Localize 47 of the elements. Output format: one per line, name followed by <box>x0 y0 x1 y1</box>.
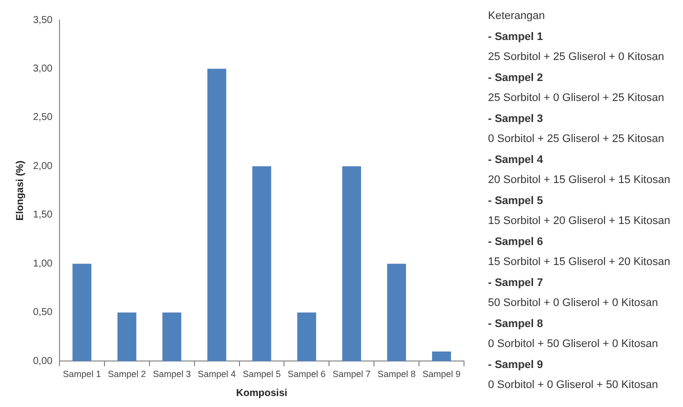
text: - Sampel 3 <box>488 112 544 126</box>
bar <box>72 264 92 362</box>
x-tick-label: Sampel 4 <box>198 369 236 380</box>
y-tick-label: 1,50 <box>32 210 53 221</box>
text: - Sampel 7 <box>488 276 544 290</box>
x-tick-label: Sampel 9 <box>422 369 461 380</box>
text: 25 Sorbitol + 0 Gliserol + 25 Kitosan <box>488 91 666 106</box>
x-tick-label: Sampel 6 <box>288 369 326 380</box>
bar <box>207 68 226 362</box>
y-tick-label: 1,00 <box>32 258 53 270</box>
bar <box>297 312 316 362</box>
text: 15 Sorbitol + 15 Gliserol + 20 Kitosan <box>488 255 670 270</box>
y-tick-label: 0,50 <box>32 307 53 318</box>
y-tick-label: 3,50 <box>32 14 53 26</box>
text: 0 Sorbitol + 0 Gliserol + 50 Kitosan <box>488 378 659 393</box>
x-tick-label: Sampel 5 <box>242 369 281 380</box>
text: 20 Sorbitol + 15 Gliserol + 15 Kitosan <box>488 173 670 188</box>
bar <box>342 166 362 362</box>
x-axis-title: Komposisi <box>236 388 288 399</box>
y-axis-title: Elongasi (%) <box>14 160 26 221</box>
text: - Sampel 5 <box>488 194 544 208</box>
x-tick-label: Sampel 2 <box>108 369 146 380</box>
x-tick-label: Sampel 1 <box>62 369 101 380</box>
x-tick-label: Sampel 8 <box>378 369 416 380</box>
bar <box>162 312 182 362</box>
text: - Sampel 9 <box>488 358 544 372</box>
y-tick-label: 2,50 <box>32 112 53 124</box>
x-tick-label: Sampel 3 <box>152 369 191 380</box>
text: - Sampel 4 <box>488 152 544 168</box>
y-tick-label: 0,00 <box>32 356 53 367</box>
text: - Sampel 2 <box>488 70 544 86</box>
text: 50 Sorbitol + 0 Gliserol + 0 Kitosan <box>488 296 659 311</box>
text: - Sampel 6 <box>488 234 544 250</box>
text: - Sampel 1 <box>488 30 544 44</box>
text: 0 Sorbitol + 50 Gliserol + 0 Kitosan <box>488 337 659 352</box>
y-tick-label: 3,00 <box>32 63 53 74</box>
bar <box>117 312 136 362</box>
bar <box>387 264 406 362</box>
y-tick-label: 2,00 <box>32 160 53 172</box>
x-tick-label: Sampel 7 <box>332 369 371 380</box>
text: - Sampel 8 <box>488 316 544 332</box>
text: Keterangan <box>488 9 546 24</box>
text: 0 Sorbitol + 25 Gliserol + 25 Kitosan <box>488 132 666 147</box>
text: 15 Sorbitol + 20 Gliserol + 15 Kitosan <box>488 214 670 229</box>
bar <box>252 166 272 362</box>
bar <box>432 351 451 362</box>
text: 25 Sorbitol + 25 Gliserol + 0 Kitosan <box>488 50 666 65</box>
